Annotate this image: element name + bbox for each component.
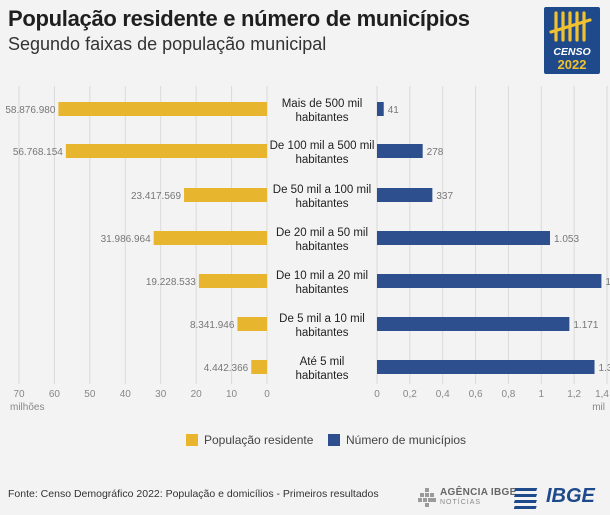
logo-year: 2022 <box>558 57 587 72</box>
censo-2022-logo: CENSO 2022 <box>544 7 600 74</box>
legend-swatch-populacao <box>186 434 198 446</box>
data-label-municipios: 1.053 <box>554 234 579 245</box>
source-note: Fonte: Censo Demográfico 2022: População… <box>8 488 379 500</box>
legend: População residente Número de municípios <box>0 433 610 449</box>
category-label: habitantes <box>295 241 348 253</box>
legend-item-municipios: Número de municípios <box>328 433 466 447</box>
category-label: De 5 mil a 10 mil <box>279 313 365 325</box>
agencia-mark-icon <box>418 488 436 507</box>
data-label-municipios: 1.324 <box>599 363 610 374</box>
data-label-populacao: 4.442.366 <box>204 363 249 374</box>
category-label: habitantes <box>295 370 348 382</box>
bar-municipios <box>377 144 423 158</box>
bar-municipios <box>377 231 550 245</box>
bar-populacao <box>198 274 267 288</box>
x-tick-label-right: 0 <box>374 389 380 400</box>
bar-populacao <box>58 102 267 116</box>
category-label: habitantes <box>295 284 348 296</box>
logo-word: CENSO <box>553 46 590 58</box>
data-label-municipios: 1.366 <box>605 277 610 288</box>
chart-title: População residente e número de municípi… <box>8 6 470 31</box>
bar-municipios <box>377 317 570 331</box>
bar-populacao <box>237 317 267 331</box>
ibge-mark-icon <box>514 488 538 509</box>
category-label: habitantes <box>295 112 348 124</box>
x-tick-label-left: 30 <box>155 389 167 400</box>
agencia-ibge-logo: AGÊNCIA IBGE NOTÍCIAS <box>418 486 516 510</box>
x-axis-unit-right: mil <box>592 402 605 413</box>
x-tick-label-right: 1,2 <box>567 389 581 400</box>
category-label: De 50 mil a 100 mil <box>273 184 371 196</box>
x-tick-label-left: 50 <box>84 389 96 400</box>
category-label: habitantes <box>295 327 348 339</box>
ibge-wordmark: IBGE <box>546 485 595 507</box>
bar-populacao <box>153 231 267 245</box>
category-label: De 10 mil a 20 mil <box>276 270 368 282</box>
x-tick-label-left: 40 <box>120 389 132 400</box>
bar-municipios <box>377 188 433 202</box>
category-label: De 20 mil a 50 mil <box>276 227 368 239</box>
x-tick-label-right: 1,4 <box>595 389 609 400</box>
bar-municipios <box>377 360 595 374</box>
data-label-populacao: 23.417.569 <box>131 191 181 202</box>
category-label: Mais de 500 mil <box>282 98 363 110</box>
category-label: habitantes <box>295 198 348 210</box>
x-tick-label-right: 0,4 <box>436 389 450 400</box>
x-tick-label-right: 0,6 <box>469 389 483 400</box>
x-axis-unit-left: milhões <box>10 402 44 413</box>
legend-label-municipios: Número de municípios <box>346 433 467 447</box>
bar-municipios <box>377 274 602 288</box>
agencia-sublabel: NOTÍCIAS <box>440 499 482 506</box>
legend-swatch-municipios <box>328 434 340 446</box>
x-tick-label-right: 1 <box>539 389 545 400</box>
data-label-populacao: 8.341.946 <box>190 320 235 331</box>
bar-populacao <box>251 360 267 374</box>
ibge-logo: IBGE <box>514 485 602 511</box>
category-label: De 100 mil a 500 mil <box>270 140 375 152</box>
data-label-populacao: 19.228.533 <box>146 277 196 288</box>
agencia-label: AGÊNCIA IBGE <box>440 487 517 498</box>
x-tick-label-left: 20 <box>191 389 203 400</box>
data-label-municipios: 1.171 <box>573 320 598 331</box>
data-label-municipios: 278 <box>427 147 444 158</box>
data-label-populacao: 31.986.964 <box>101 234 151 245</box>
x-tick-label-left: 60 <box>49 389 61 400</box>
legend-label-populacao: População residente <box>204 433 314 447</box>
butterfly-bar-chart: 0 10 20 30 40 50 60 70 0 0,2 0,4 0,6 0,8 1 1,2 1,4 milhõ… <box>5 86 610 413</box>
x-tick-label-left: 70 <box>13 389 25 400</box>
data-label-populacao: 56.768.154 <box>13 147 63 158</box>
category-label: Até 5 mil <box>300 356 345 368</box>
bar-municipios <box>377 102 384 116</box>
x-tick-label-right: 0,2 <box>403 389 417 400</box>
x-tick-label-right: 0,8 <box>501 389 515 400</box>
x-tick-label-left: 10 <box>226 389 238 400</box>
x-tick-label-left: 0 <box>264 389 270 400</box>
data-label-municipios: 41 <box>388 105 400 116</box>
bar-populacao <box>184 188 267 202</box>
chart-subtitle: Segundo faixas de população municipal <box>8 34 327 54</box>
category-label: habitantes <box>295 154 348 166</box>
legend-item-populacao: População residente <box>186 433 313 447</box>
data-label-municipios: 337 <box>436 191 453 202</box>
data-label-populacao: 58.876.980 <box>5 105 55 116</box>
bar-populacao <box>65 144 267 158</box>
